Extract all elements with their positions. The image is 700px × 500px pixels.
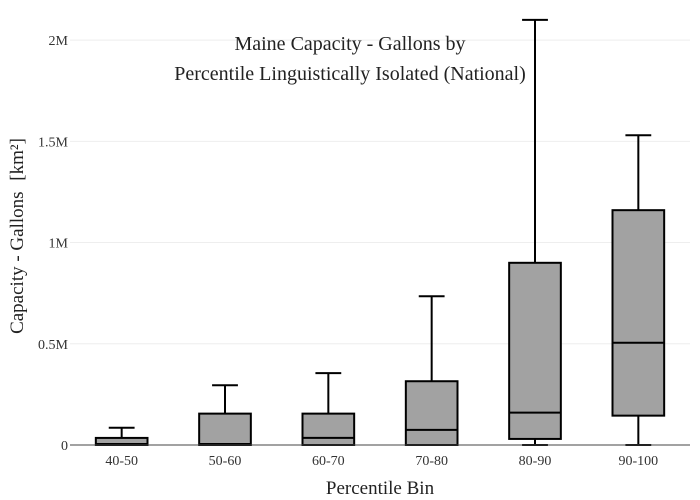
y-tick-label: 1.5M	[38, 135, 69, 150]
grid-lines	[70, 39, 690, 345]
x-tick-labels: 40-50 50-60 60-70 70-80 80-90 90-100	[105, 454, 658, 469]
y-tick-labels: 0 0.5M 1M 1.5M 2M	[38, 34, 69, 454]
y-tick-label: 0.5M	[38, 338, 69, 353]
x-tick-label: 90-100	[618, 454, 658, 469]
chart-title-line-1: Maine Capacity - Gallons by	[234, 33, 465, 55]
y-axis-unit: [km²]	[7, 138, 28, 181]
box-90-100	[611, 134, 666, 446]
box-60-70	[301, 372, 356, 446]
iqr-box	[508, 261, 562, 440]
x-tick-label: 50-60	[209, 454, 242, 469]
y-tick-label: 1M	[49, 237, 69, 252]
box-40-50	[94, 426, 149, 447]
chart-title-line-2: Percentile Linguistically Isolated (Nati…	[174, 63, 526, 85]
iqr-box	[198, 412, 252, 446]
y-axis-title: Capacity - Gallons [km²]	[7, 138, 28, 334]
y-tick-label: 2M	[49, 34, 69, 49]
x-tick-label: 40-50	[105, 454, 138, 469]
x-axis-title: Percentile Bin	[326, 478, 435, 499]
iqr-box	[301, 412, 356, 446]
x-tick-label: 70-80	[415, 454, 448, 469]
svg-text:Capacity - Gallons [km²]: Capacity - Gallons [km²]	[7, 138, 28, 334]
box-70-80	[404, 295, 459, 447]
iqr-box	[611, 209, 666, 417]
x-tick-label: 80-90	[519, 454, 552, 469]
box-50-60	[198, 384, 252, 446]
boxes	[94, 18, 666, 447]
y-tick-label: 0	[61, 439, 68, 454]
y-axis-title-text: Capacity - Gallons	[7, 191, 28, 333]
x-tick-label: 60-70	[312, 454, 345, 469]
iqr-box	[404, 380, 459, 447]
